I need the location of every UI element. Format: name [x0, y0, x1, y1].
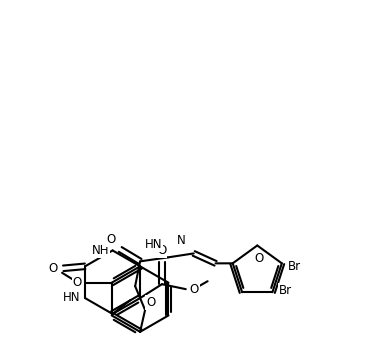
Text: O: O [146, 296, 155, 309]
Text: O: O [190, 283, 199, 296]
Text: HN: HN [145, 238, 163, 251]
Text: O: O [255, 252, 264, 265]
Text: O: O [73, 276, 82, 289]
Text: N: N [176, 234, 185, 247]
Text: Br: Br [278, 284, 292, 297]
Text: Br: Br [288, 260, 301, 273]
Text: NH: NH [92, 244, 109, 257]
Text: HN: HN [63, 291, 80, 303]
Text: O: O [106, 234, 115, 247]
Text: O: O [157, 244, 167, 257]
Text: O: O [48, 262, 57, 275]
